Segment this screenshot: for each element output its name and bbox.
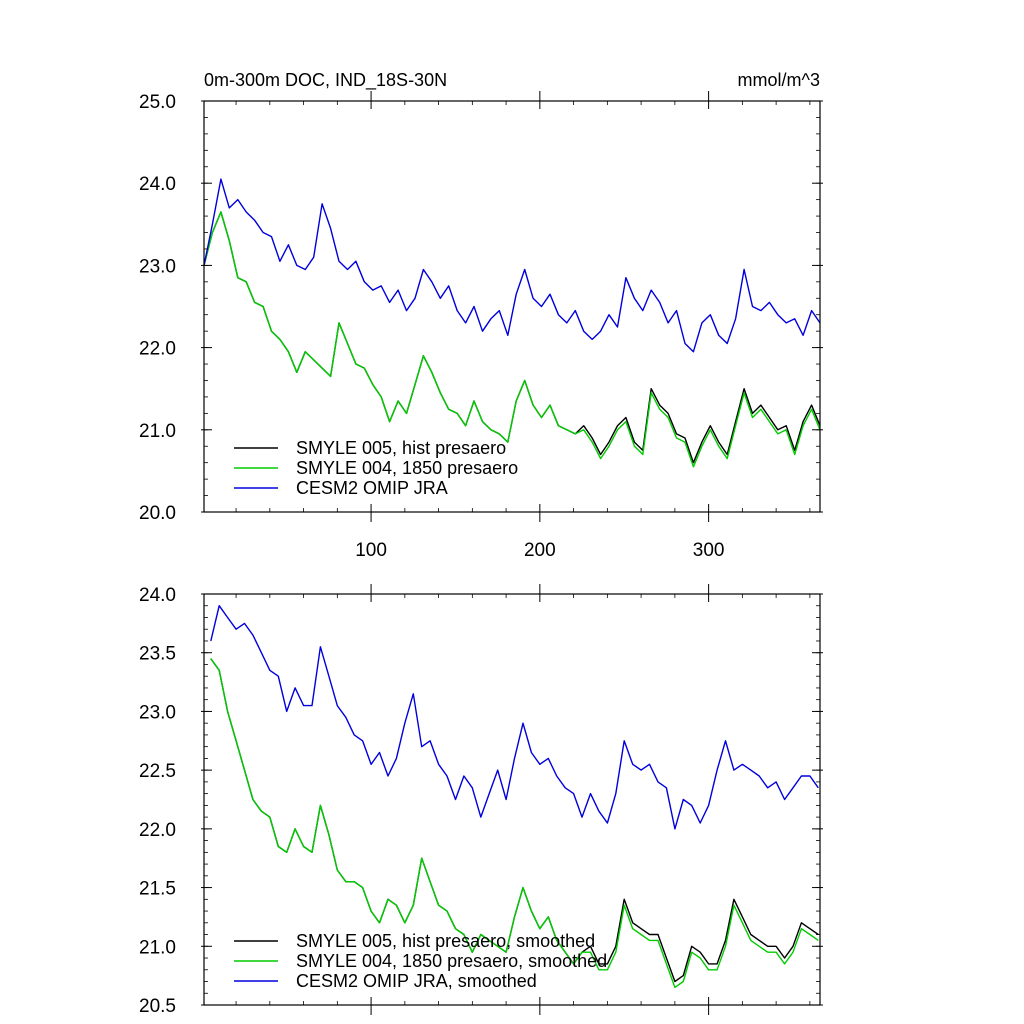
y-tick-label: 22.5 — [139, 761, 176, 782]
y-tick-label: 20.0 — [139, 503, 176, 524]
y-tick-label: 24.0 — [139, 585, 176, 606]
top-plot-frame — [203, 100, 821, 513]
series-line-3 — [203, 178, 821, 353]
y-tick-label: 21.5 — [139, 879, 176, 900]
legend-label-2: SMYLE 004, 1850 presaero — [296, 458, 518, 478]
bottom-series-layer — [210, 605, 819, 989]
bottom-axis-ticks: 20.5 21.0 21.5 22.0 22.5 23.0 23.5 24.0 — [139, 584, 823, 1017]
x-tick-label: 300 — [693, 540, 725, 561]
bottom-legend: SMYLE 005, hist presaero, smoothedSMYLE … — [234, 931, 607, 991]
y-tick-label: 24.0 — [139, 174, 176, 195]
top-panel: 0m-300m DOC, IND_18S-30N mmol/m^3 SMYLE … — [139, 70, 823, 561]
y-tick-label: 22.0 — [139, 339, 176, 360]
bottom-panel: SMYLE 005, hist presaero, smoothedSMYLE … — [139, 584, 823, 1017]
series-line-2 — [210, 658, 819, 989]
series-line-2 — [203, 211, 821, 468]
y-tick-label: 20.5 — [139, 996, 176, 1017]
top-series-layer — [203, 178, 821, 468]
legend-label-1: SMYLE 005, hist presaero, smoothed — [296, 931, 595, 951]
series-line-1 — [203, 211, 821, 464]
x-tick-label: 100 — [355, 540, 387, 561]
series-line-3 — [210, 605, 819, 830]
legend-label-3: CESM2 OMIP JRA — [296, 478, 448, 498]
x-tick-label: 200 — [524, 540, 556, 561]
legend-label-2: SMYLE 004, 1850 presaero, smoothed — [296, 951, 607, 971]
y-tick-label: 22.0 — [139, 820, 176, 841]
legend-label-3: CESM2 OMIP JRA, smoothed — [296, 971, 537, 991]
legend-label-1: SMYLE 005, hist presaero — [296, 438, 506, 458]
top-panel-units: mmol/m^3 — [738, 70, 820, 90]
bottom-plot-frame — [203, 593, 821, 1006]
y-tick-label: 25.0 — [139, 92, 176, 113]
y-tick-label: 21.0 — [139, 937, 176, 958]
y-tick-label: 21.0 — [139, 421, 176, 442]
top-panel-title: 0m-300m DOC, IND_18S-30N — [204, 70, 447, 91]
y-tick-label: 23.0 — [139, 702, 176, 723]
top-axis-ticks: 20.0 21.0 22.0 23.0 24.0 25.0 100 200 300 — [139, 91, 823, 561]
y-tick-label: 23.5 — [139, 644, 176, 665]
y-tick-label: 23.0 — [139, 256, 176, 277]
